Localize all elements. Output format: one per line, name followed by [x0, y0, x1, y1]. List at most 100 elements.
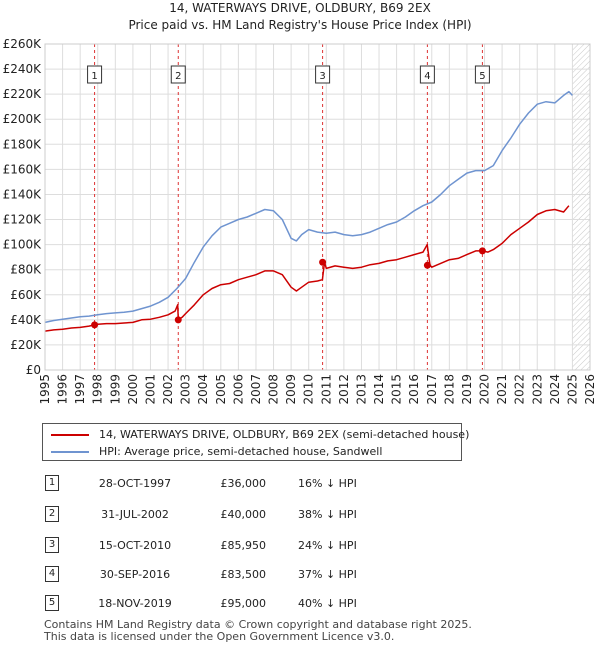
x-tick-label: 2011 — [319, 374, 333, 405]
y-tick-label: £0 — [26, 363, 41, 377]
sale-number-badge: 3 — [45, 537, 59, 553]
x-tick-label: 1999 — [108, 374, 122, 405]
sale-marker-number: 1 — [91, 71, 97, 82]
y-tick-label: £200K — [3, 112, 43, 126]
chart-subtitle: Price paid vs. HM Land Registry's House … — [128, 18, 471, 32]
sale-price: £40,000 — [220, 508, 267, 521]
y-tick-label: £240K — [3, 62, 43, 76]
sale-date: 15-OCT-2010 — [98, 539, 172, 552]
x-tick-label: 2015 — [390, 374, 404, 405]
chart-title: 14, WATERWAYS DRIVE, OLDBURY, B69 2EX — [169, 1, 431, 15]
x-tick-label: 2019 — [460, 374, 474, 405]
sale-marker-box — [170, 65, 186, 84]
forecast-hatch — [572, 44, 590, 370]
legend-swatch-property — [51, 434, 89, 436]
x-tick-label: 1998 — [91, 374, 105, 405]
sale-markers: 1 2 3 4 5 — [87, 44, 490, 370]
sale-price: £85,950 — [220, 539, 267, 552]
sale-point — [423, 261, 431, 269]
series — [44, 90, 573, 332]
x-tick-label: 2023 — [530, 374, 544, 405]
y-tick-label: £60K — [10, 288, 42, 302]
y-tick-label: £80K — [10, 263, 42, 277]
y-tick-label: £260K — [3, 37, 43, 51]
hpi-line — [44, 90, 573, 324]
x-tick-label: 2014 — [372, 374, 386, 405]
sale-row: 4 30-SEP-2016 £83,500 37% ↓ HPI — [42, 566, 442, 584]
sale-marker-box — [87, 65, 103, 84]
sale-point — [319, 258, 327, 266]
sale-number-badge: 2 — [45, 506, 59, 522]
price-chart: 14, WATERWAYS DRIVE, OLDBURY, B69 2EX Pr… — [2, 1, 597, 405]
x-tick-label: 2008 — [267, 374, 281, 405]
legend-item-hpi: HPI: Average price, semi-detached house,… — [51, 444, 382, 460]
y-tick-label: £160K — [3, 162, 43, 176]
x-tick-label: 2020 — [478, 374, 492, 405]
sale-date: 18-NOV-2019 — [98, 597, 172, 610]
x-tick-label: 2004 — [196, 374, 210, 405]
sale-row: 3 15-OCT-2010 £85,950 24% ↓ HPI — [42, 537, 442, 555]
footer-note: Contains HM Land Registry data © Crown c… — [44, 618, 472, 643]
legend-item-property: 14, WATERWAYS DRIVE, OLDBURY, B69 2EX (s… — [51, 427, 469, 443]
x-tick-label: 2005 — [214, 374, 228, 405]
x-tick-label: 2007 — [249, 374, 263, 405]
sale-marker-number: 3 — [319, 71, 325, 82]
x-tick-label: 2001 — [143, 374, 157, 405]
sale-number-badge: 5 — [45, 595, 59, 611]
sale-hpi-diff: 40% ↓ HPI — [298, 597, 357, 610]
y-tick-label: £180K — [3, 137, 43, 151]
sale-row: 2 31-JUL-2002 £40,000 38% ↓ HPI — [42, 506, 442, 524]
x-tick-label: 2016 — [407, 374, 421, 405]
x-tick-label: 2003 — [179, 374, 193, 405]
x-tick-label: 1996 — [56, 374, 70, 405]
plot-border — [44, 43, 591, 371]
x-tick-label: 2002 — [161, 374, 175, 405]
property-price-line — [44, 205, 570, 332]
sale-point — [478, 247, 486, 255]
y-tick-label: £20K — [10, 338, 42, 352]
x-tick-label: 2000 — [126, 374, 140, 405]
sale-point — [91, 321, 99, 329]
sale-hpi-diff: 38% ↓ HPI — [298, 508, 357, 521]
x-tick-label: 2013 — [354, 374, 368, 405]
sale-marker-box — [315, 65, 331, 84]
sale-marker-number: 4 — [424, 71, 430, 82]
grid — [44, 43, 591, 371]
y-tick-label: £120K — [3, 213, 43, 227]
sale-marker-number: 5 — [479, 71, 485, 82]
sale-price: £95,000 — [220, 597, 267, 610]
x-tick-label: 2026 — [583, 374, 597, 405]
sale-date: 30-SEP-2016 — [99, 568, 171, 581]
legend-swatch-hpi — [51, 451, 89, 453]
y-tick-label: £40K — [10, 313, 42, 327]
plot-area — [45, 44, 590, 370]
sale-row: 5 18-NOV-2019 £95,000 40% ↓ HPI — [42, 595, 442, 613]
x-tick-label: 2009 — [284, 374, 298, 405]
axes: £0 £20K £40K £60K £80K £100K £120K £140K £160K £1… — [3, 37, 597, 405]
sale-hpi-diff: 16% ↓ HPI — [298, 477, 357, 490]
sale-hpi-diff: 24% ↓ HPI — [298, 539, 357, 552]
x-tick-label: 2017 — [425, 374, 439, 405]
sale-number-badge: 4 — [45, 566, 59, 582]
legend: 14, WATERWAYS DRIVE, OLDBURY, B69 2EX (s… — [42, 423, 469, 461]
x-tick-label: 2018 — [442, 374, 456, 405]
x-tick-label: 2024 — [548, 374, 562, 405]
sale-price: £36,000 — [220, 477, 267, 490]
sale-date: 31-JUL-2002 — [101, 508, 169, 521]
x-tick-label: 1997 — [73, 374, 87, 405]
y-tick-label: £140K — [3, 187, 43, 201]
sale-price: £83,500 — [220, 568, 267, 581]
x-tick-label: 2021 — [495, 374, 509, 405]
legend-label-hpi: HPI: Average price, semi-detached house,… — [99, 445, 383, 458]
y-tick-label: £100K — [3, 238, 43, 252]
sale-marker-number: 2 — [175, 71, 181, 82]
x-tick-label: 2025 — [565, 374, 579, 405]
sale-marker-box — [474, 65, 490, 84]
x-tick-label: 2006 — [231, 374, 245, 405]
sale-row: 1 28-OCT-1997 £36,000 16% ↓ HPI — [42, 475, 442, 493]
sale-marker-box — [419, 65, 435, 84]
sale-date: 28-OCT-1997 — [98, 477, 172, 490]
sale-point — [174, 316, 182, 324]
x-tick-label: 2022 — [513, 374, 527, 405]
sale-number-badge: 1 — [45, 475, 59, 491]
